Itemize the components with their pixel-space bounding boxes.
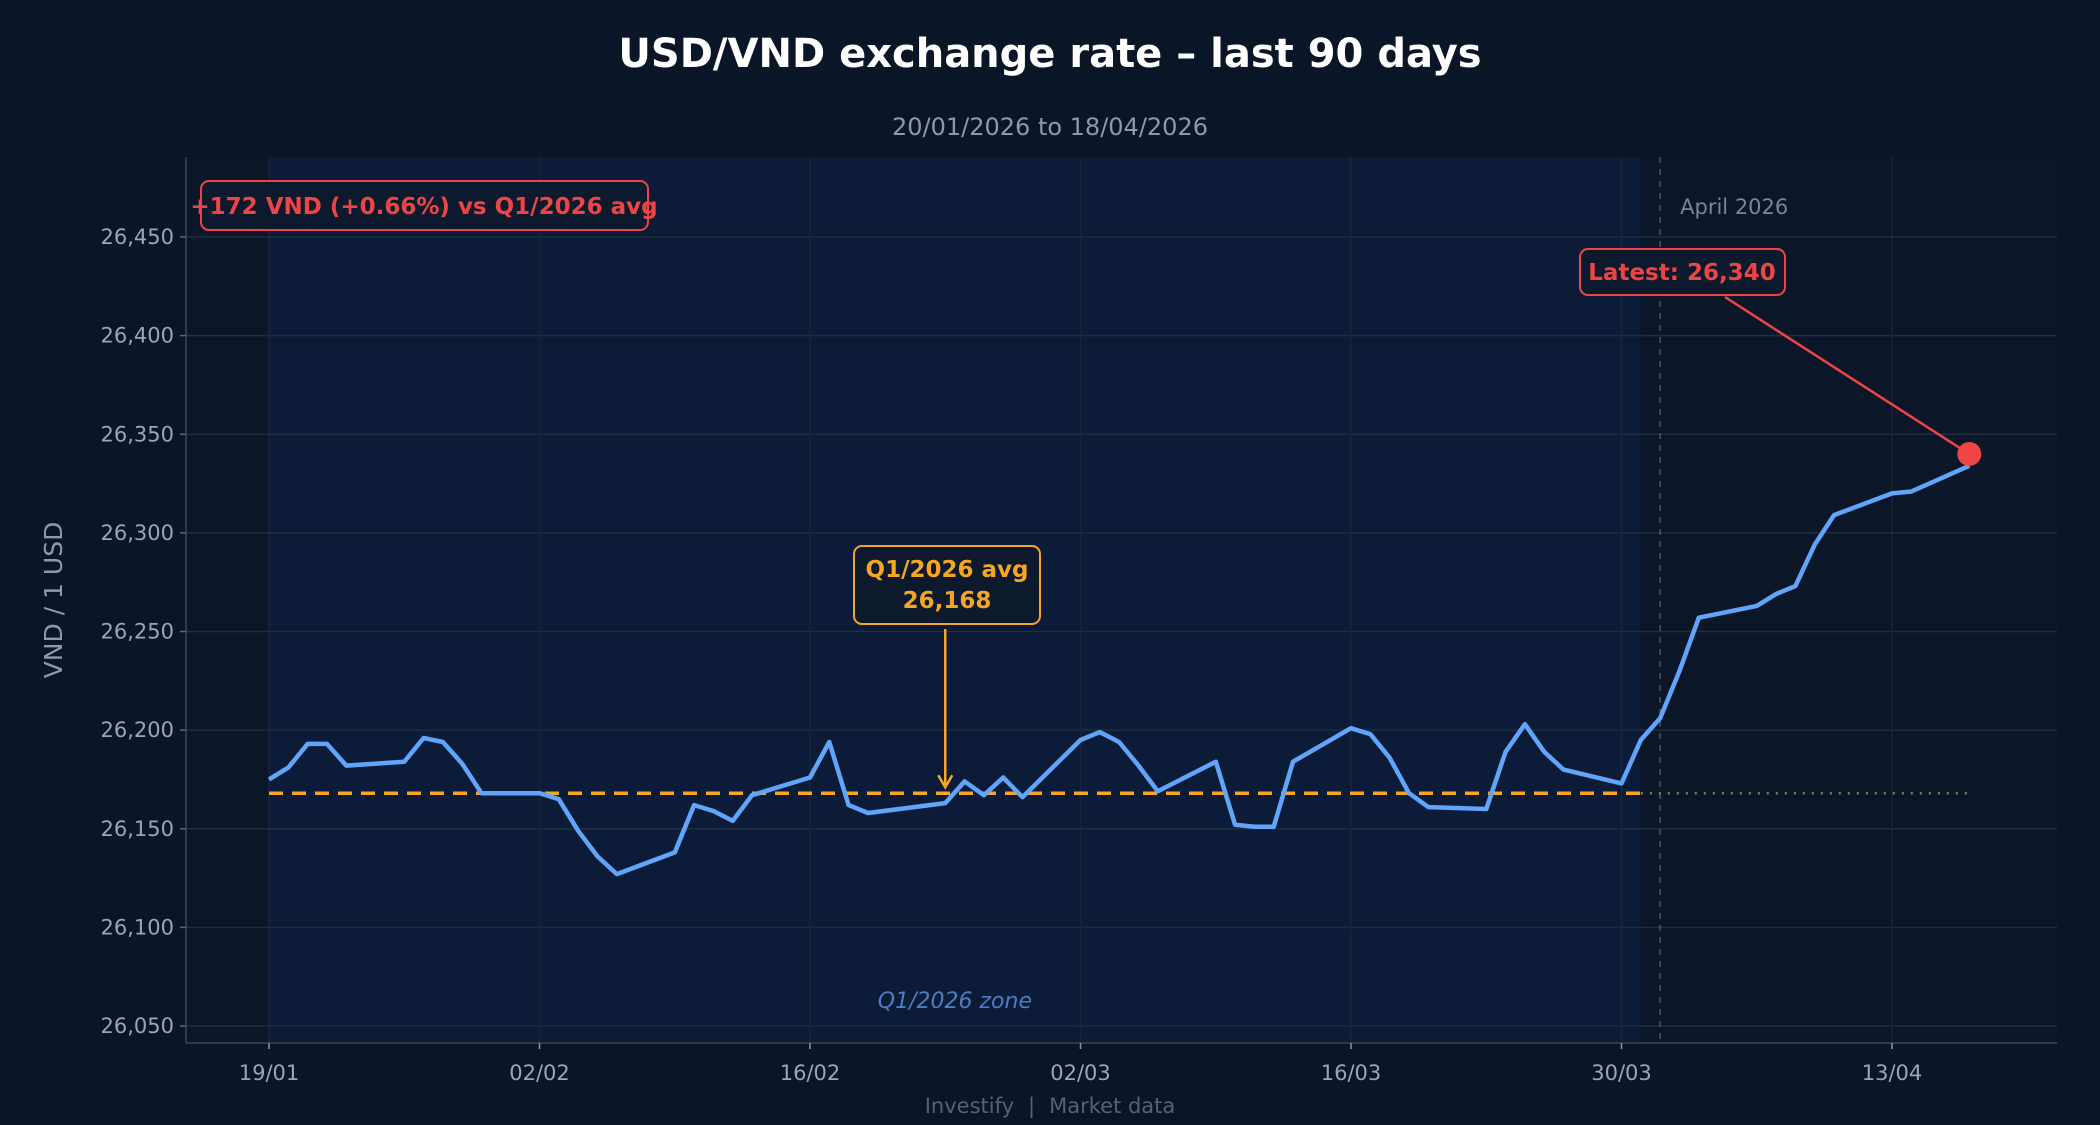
delta-annotation-box xyxy=(200,180,649,231)
x-tick-label: 02/03 xyxy=(1050,1061,1111,1085)
y-tick-label: 26,300 xyxy=(101,521,174,545)
delta-label: +172 VND (+0.66%) vs Q1/2026 avg xyxy=(190,194,657,220)
footer: Investify | Market data xyxy=(925,1094,1176,1119)
latest-annotation-arrow xyxy=(1724,295,1962,451)
y-ticks: 26,050 26,100 26,150 26,200 26,250 26,300 26,3… xyxy=(101,225,186,1038)
x-tick-label: 19/01 xyxy=(239,1061,300,1085)
latest-label: Latest: 26,340 xyxy=(1588,260,1775,286)
grid xyxy=(186,157,2057,1043)
footer-source: Market data xyxy=(1049,1094,1175,1118)
month-marker-label: April 2026 xyxy=(1680,195,1788,219)
average-annotation-box xyxy=(853,545,1041,625)
y-tick-label: 26,050 xyxy=(101,1014,174,1038)
footer-separator: | xyxy=(1028,1094,1035,1119)
latest-annotation-box xyxy=(1579,248,1786,296)
y-tick-label: 26,200 xyxy=(101,718,174,742)
series-line xyxy=(267,463,1971,877)
chart-title: USD/VND exchange rate – last 90 days xyxy=(618,31,1481,77)
x-tick-label: 16/02 xyxy=(780,1061,841,1085)
average-value: 26,168 xyxy=(903,588,992,614)
chart-subtitle: 20/01/2026 to 18/04/2026 xyxy=(892,113,1208,141)
x-tick-label: 16/03 xyxy=(1321,1061,1382,1085)
y-tick-label: 26,250 xyxy=(101,620,174,644)
x-tick-label: 02/02 xyxy=(509,1061,570,1085)
y-tick-label: 26,450 xyxy=(101,225,174,249)
x-tick-label: 30/03 xyxy=(1591,1061,1652,1085)
y-tick-label: 26,150 xyxy=(101,817,174,841)
x-ticks: 19/01 02/02 16/02 02/03 16/03 30/03 13/04 xyxy=(239,1043,1923,1085)
y-tick-label: 26,400 xyxy=(101,324,174,348)
y-tick-label: 26,350 xyxy=(101,422,174,446)
zone-label: Q1/2026 zone xyxy=(878,989,1032,1014)
footer-brand: Investify xyxy=(925,1094,1014,1118)
series-points xyxy=(268,465,1970,875)
y-axis-label: VND / 1 USD xyxy=(39,522,68,679)
average-label: Q1/2026 avg xyxy=(866,557,1029,583)
y-tick-label: 26,100 xyxy=(101,915,174,939)
x-tick-label: 13/04 xyxy=(1862,1061,1923,1085)
average-arrow-head xyxy=(937,774,954,790)
latest-point xyxy=(1957,441,1982,466)
